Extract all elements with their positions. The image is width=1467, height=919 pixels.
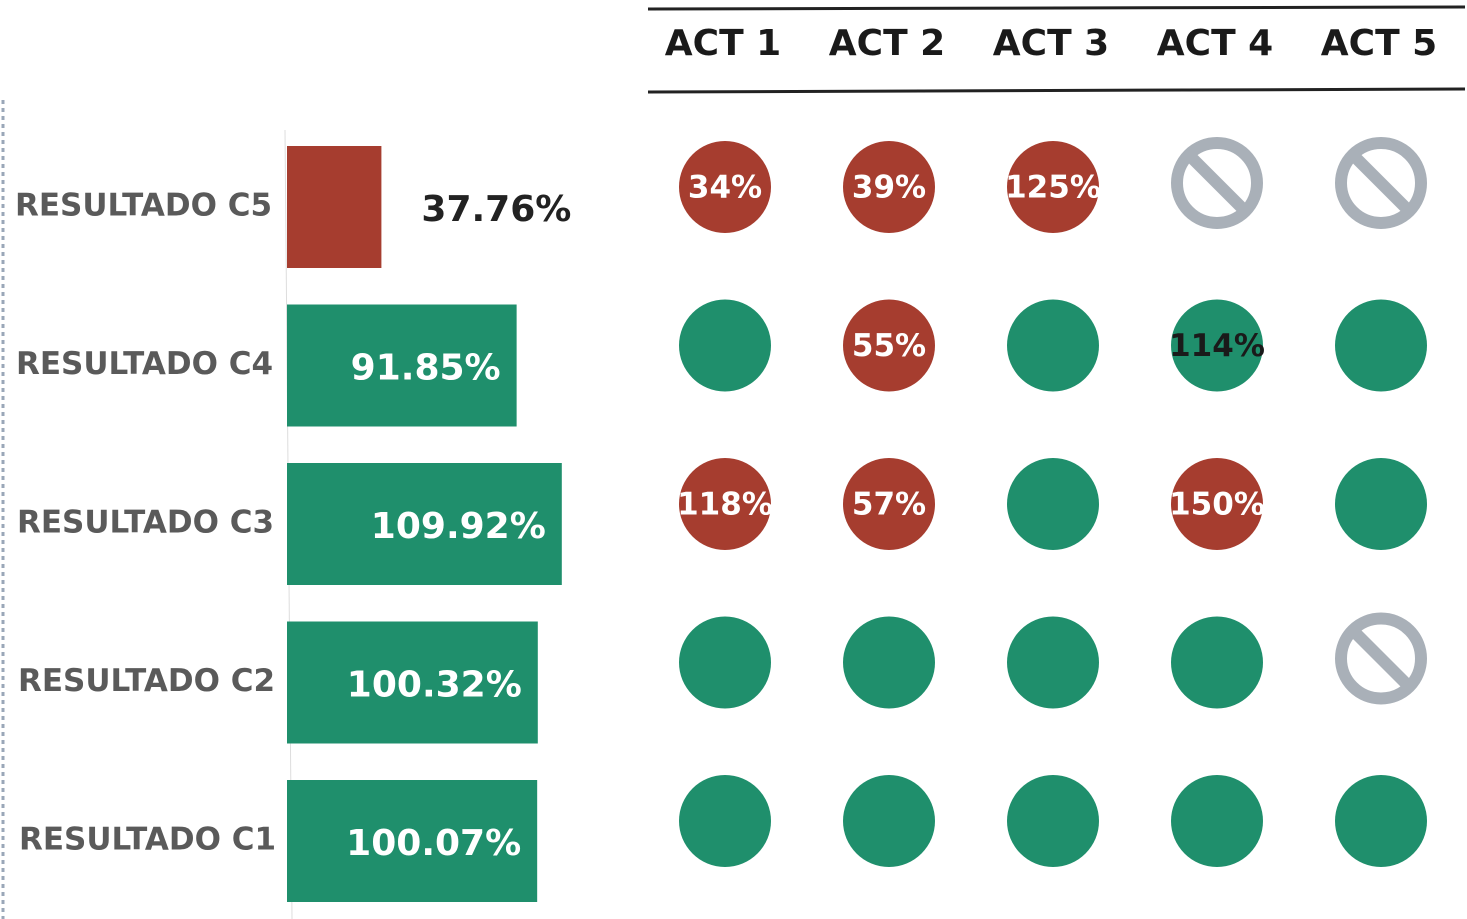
status-dot xyxy=(679,141,771,233)
header-bottom-rule xyxy=(647,87,1466,94)
category-label: RESULTADO C1 xyxy=(19,822,276,858)
status-dot xyxy=(1335,458,1427,550)
status-dot xyxy=(1007,141,1099,233)
status-dot xyxy=(843,616,935,709)
status-dot xyxy=(1007,775,1099,867)
cell-label: 125% xyxy=(1005,170,1101,206)
status-dot xyxy=(1335,299,1427,392)
column-header: ACT 4 xyxy=(1157,23,1273,64)
value-label: 91.85% xyxy=(351,348,501,389)
bar xyxy=(287,304,517,427)
category-label: RESULTADO C4 xyxy=(16,346,273,382)
cell-label: 34% xyxy=(688,170,762,206)
category-label: RESULTADO C3 xyxy=(17,505,274,541)
na-icon-ring xyxy=(1335,612,1427,705)
cell-label: 57% xyxy=(852,487,926,523)
column-header: ACT 2 xyxy=(829,23,945,64)
column-header: ACT 3 xyxy=(993,23,1109,64)
value-label: 37.76% xyxy=(421,189,571,230)
status-dot xyxy=(1171,616,1263,709)
status-dot xyxy=(679,458,771,550)
status-dot xyxy=(1171,458,1263,550)
status-dot xyxy=(843,458,935,550)
status-dot xyxy=(1171,775,1263,867)
value-label: 100.32% xyxy=(347,665,522,706)
na-icon-slash xyxy=(1349,627,1413,690)
status-dot xyxy=(1335,775,1427,867)
na-icon-ring xyxy=(1335,137,1427,229)
status-dot xyxy=(843,775,935,867)
cell-label: 150% xyxy=(1169,487,1265,523)
bar xyxy=(287,780,538,902)
status-dot xyxy=(1007,299,1099,392)
status-dot xyxy=(1007,616,1099,709)
bar xyxy=(287,463,562,585)
cell-label: 55% xyxy=(852,328,926,364)
cell-label: 118% xyxy=(677,487,773,523)
column-header: ACT 5 xyxy=(1321,23,1437,64)
na-icon-slash xyxy=(1349,151,1413,215)
value-label: 109.92% xyxy=(371,506,546,547)
status-dot xyxy=(1007,458,1099,550)
header-top-rule xyxy=(647,5,1466,11)
status-dot xyxy=(1171,299,1263,392)
category-label: RESULTADO C5 xyxy=(15,188,272,224)
category-label: RESULTADO C2 xyxy=(18,663,275,699)
na-icon-ring xyxy=(1171,137,1263,229)
value-label: 100.07% xyxy=(346,823,521,864)
bar xyxy=(287,621,538,744)
status-dot xyxy=(679,775,771,867)
status-dot xyxy=(843,299,935,392)
status-dot xyxy=(679,299,771,392)
status-dot xyxy=(679,616,771,709)
column-header: ACT 1 xyxy=(665,23,781,64)
cell-label: 114% xyxy=(1169,328,1265,364)
bar xyxy=(287,146,382,268)
cell-label: 39% xyxy=(852,170,926,206)
na-icon-slash xyxy=(1185,151,1249,215)
status-dot xyxy=(843,141,935,233)
